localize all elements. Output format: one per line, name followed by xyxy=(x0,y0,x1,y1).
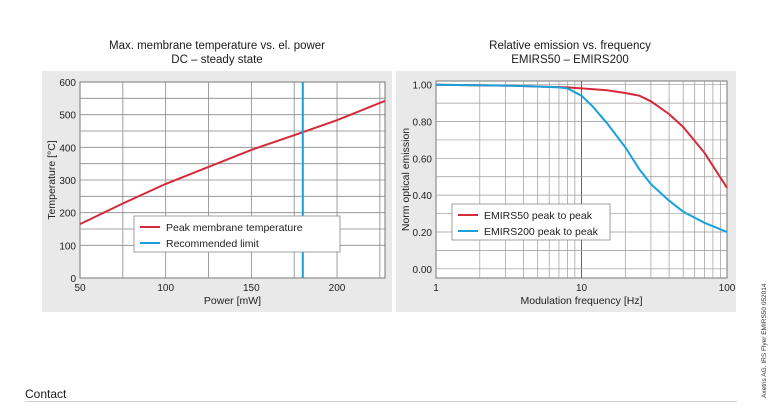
chart2-ytick-label: 0.60 xyxy=(413,154,433,165)
side-note: Axetris AG, IRS Flyer EMIRS50 052014 xyxy=(761,283,768,398)
chart2-xlabel: Modulation frequency [Hz] xyxy=(521,295,643,307)
chart2-xtick-label: 1 xyxy=(433,283,439,294)
chart2-panel: 0.00 0.20 0.40 0.60 0.80 1.00 1 10 100 Modulation… xyxy=(396,71,736,312)
chart1-legend-label-1: Recommended limit xyxy=(166,238,259,250)
chart2-ytick-label: 0.40 xyxy=(413,191,433,202)
chart2-ylabel: Norm optical emission xyxy=(400,128,412,231)
chart1-ytick-label: 600 xyxy=(59,78,76,89)
chart1-ylabel: Temperature [°C] xyxy=(46,140,58,220)
chart1-legend-box xyxy=(133,215,341,253)
chart1-svg: 0 100 200 300 400 500 600 50 100 150 200 Power [mW]… xyxy=(46,78,386,307)
chart2-subtitle: EMIRS50 – EMIRS200 xyxy=(511,54,629,66)
chart2-ytick-label: 0.00 xyxy=(413,265,433,276)
chart1-xtick-label: 100 xyxy=(157,283,174,294)
chart1-title: Max. membrane temperature vs. el. power xyxy=(108,40,326,52)
chart1-xtick-label: 50 xyxy=(74,283,86,294)
chart2-ytick-label: 0.20 xyxy=(413,228,433,239)
chart1-xtick-label: 150 xyxy=(243,283,260,294)
chart2-xtick-label: 10 xyxy=(576,283,588,294)
chart2-legend-box xyxy=(451,203,611,241)
chart1-ytick-label: 200 xyxy=(59,209,76,220)
chart1-ytick-label: 300 xyxy=(59,176,76,187)
chart1-subtitle: DC – steady state xyxy=(171,54,263,66)
chart1-xtick-label: 200 xyxy=(329,283,346,294)
chart1-legend-label-0: Peak membrane temperature xyxy=(166,222,303,234)
contact-heading: Contact xyxy=(25,387,67,401)
chart1-ytick-label: 100 xyxy=(59,241,76,252)
chart2-legend-label-1: EMIRS200 peak to peak xyxy=(484,226,599,238)
chart2-series-line-1 xyxy=(435,83,728,233)
divider xyxy=(25,401,737,402)
chart1-ytick-label: 0 xyxy=(70,274,76,285)
chart1-panel: 0 100 200 300 400 500 600 50 100 150 200 Power [mW]… xyxy=(42,71,392,312)
chart2-xtick-label: 100 xyxy=(719,283,736,294)
chart2-legend-label-0: EMIRS50 peak to peak xyxy=(484,210,593,222)
chart1-series-line-0 xyxy=(79,99,386,226)
chart1-ytick-label: 500 xyxy=(59,111,76,122)
chart1-xlabel: Power [mW] xyxy=(204,295,261,307)
chart2-title: Relative emission vs. frequency xyxy=(489,40,651,52)
chart1-ytick-label: 400 xyxy=(59,143,76,154)
chart1-title-block: Max. membrane temperature vs. el. power … xyxy=(71,39,363,67)
chart2-ytick-label: 0.80 xyxy=(413,118,433,129)
chart2-svg: 0.00 0.20 0.40 0.60 0.80 1.00 1 10 100 Modulation… xyxy=(400,80,736,307)
chart2-title-block: Relative emission vs. frequency EMIRS50 … xyxy=(420,39,720,67)
chart2-ytick-label: 1.00 xyxy=(413,81,433,92)
